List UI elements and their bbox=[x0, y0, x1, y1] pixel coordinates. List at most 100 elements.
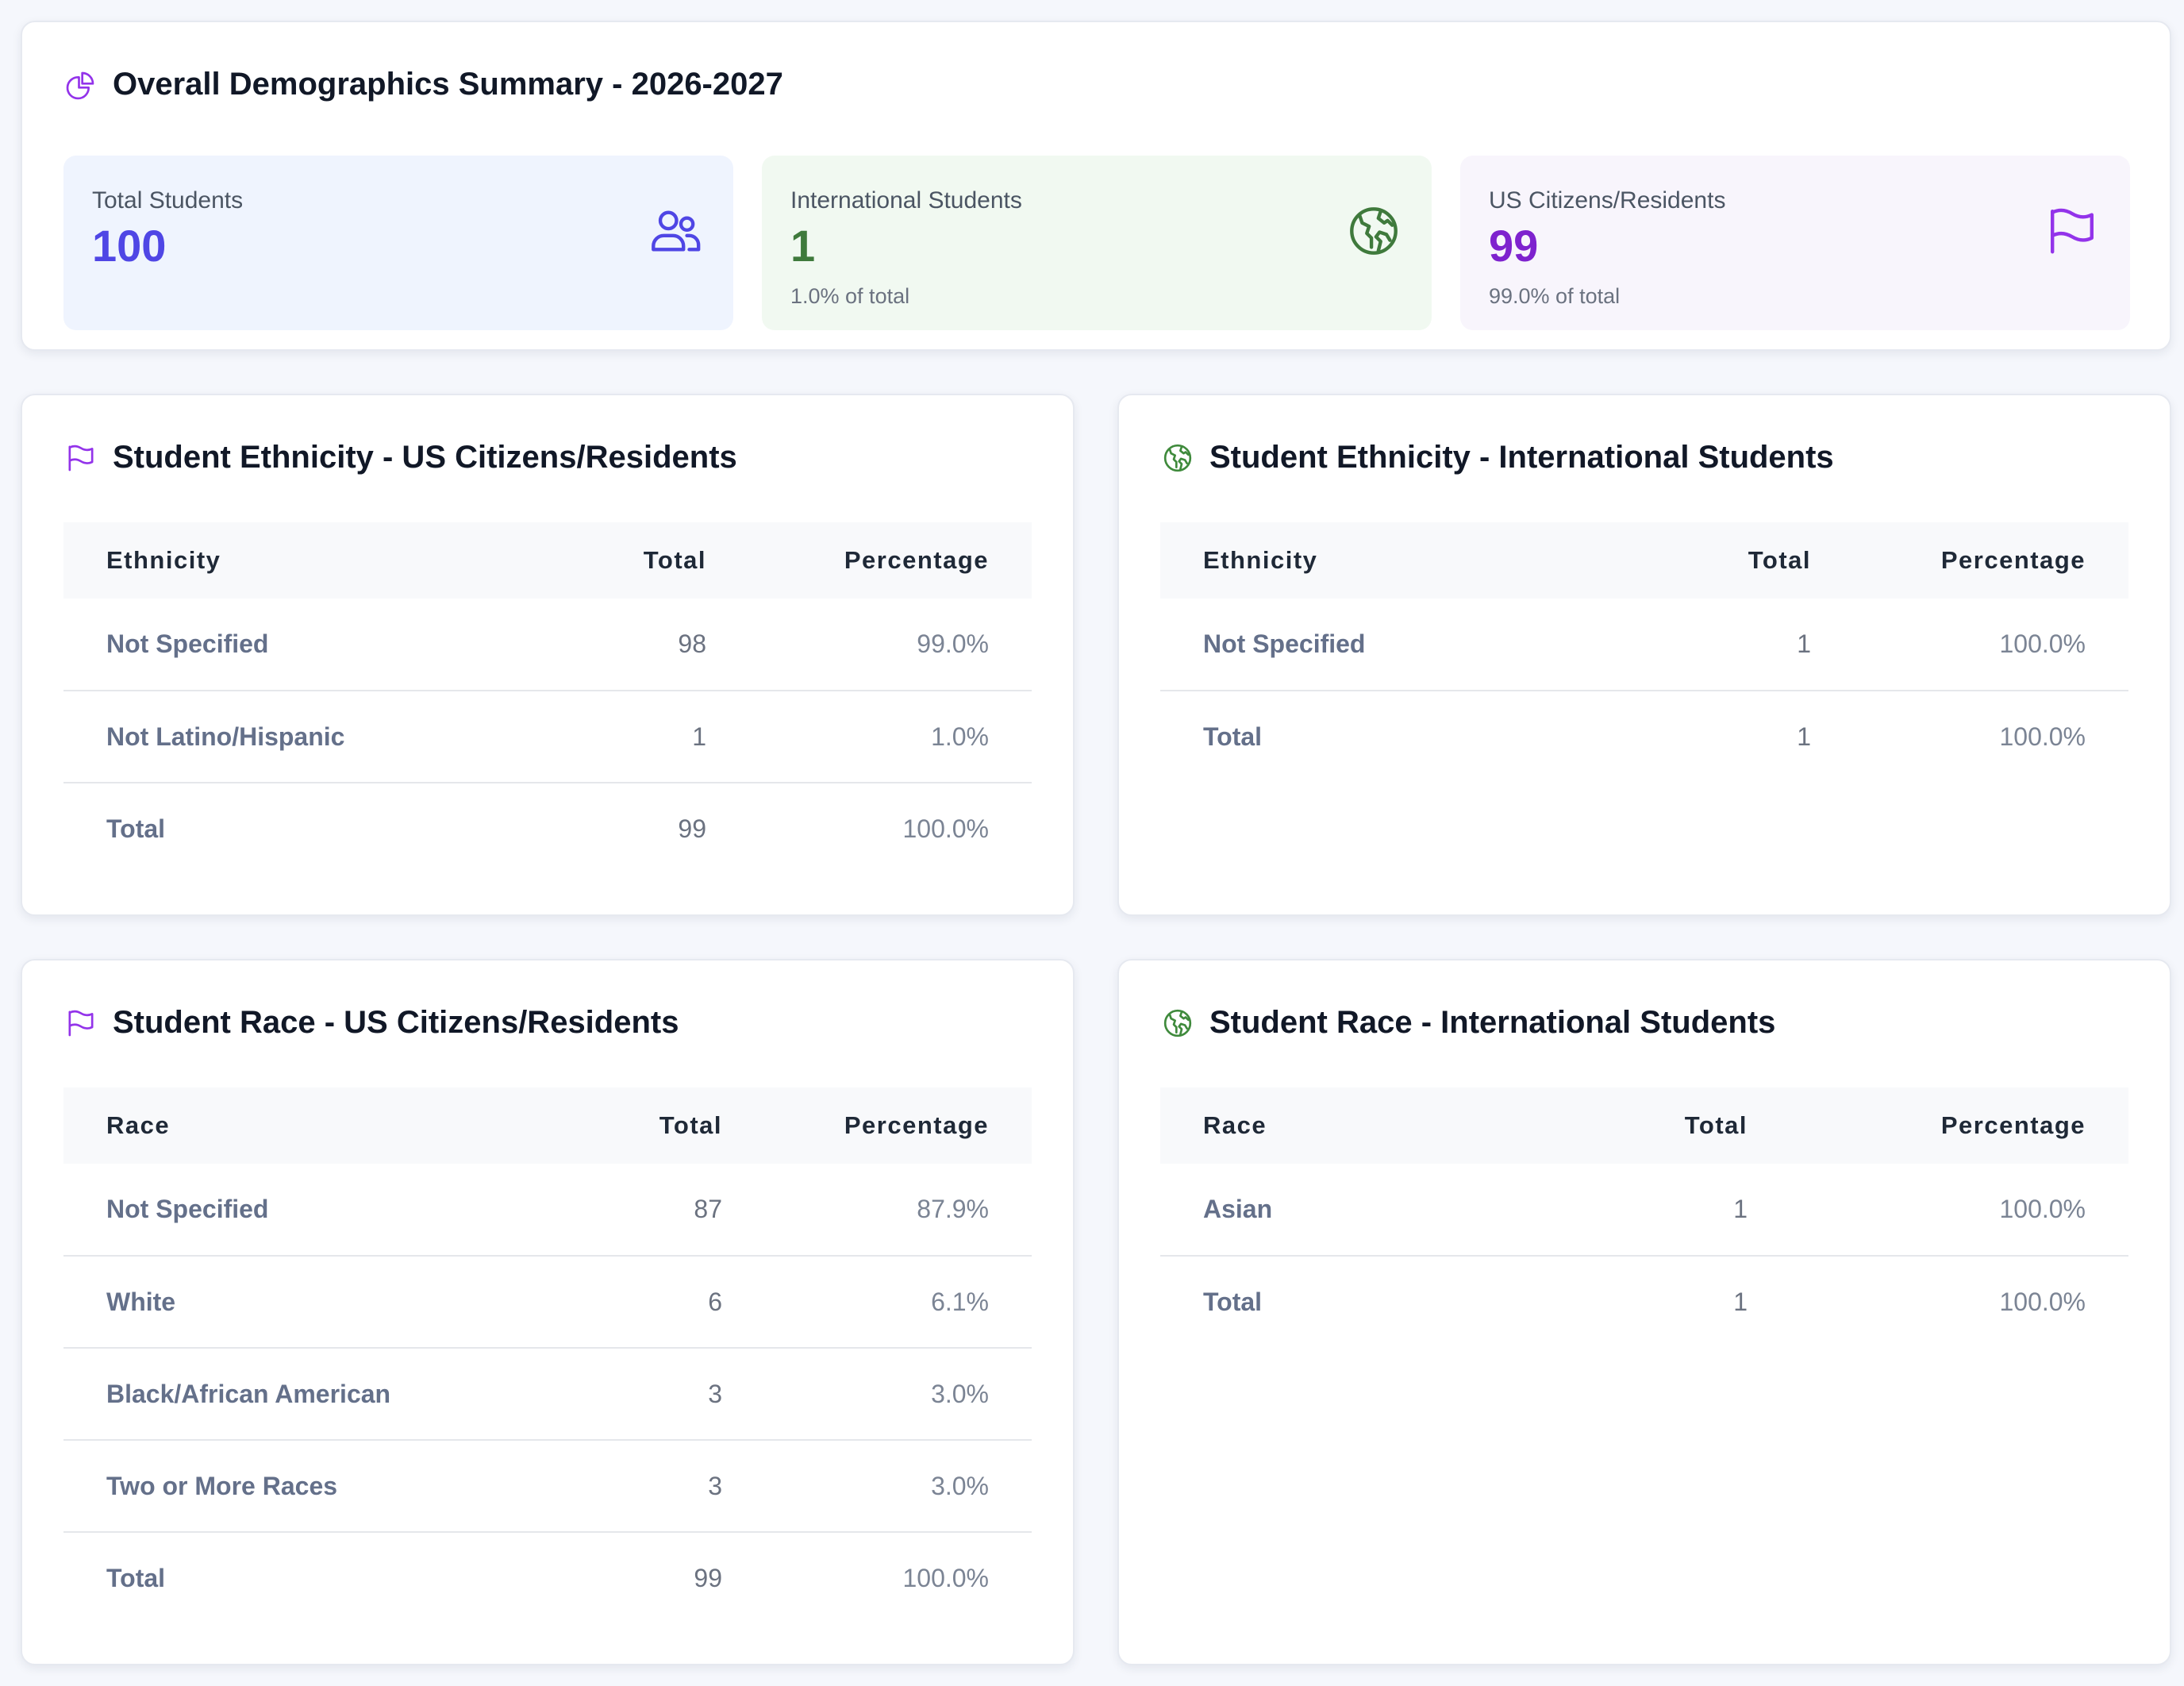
pie-chart-icon bbox=[65, 69, 97, 101]
stat-total-students: Total Students 100 bbox=[63, 156, 733, 330]
race-us-card: Student Race - US Citizens/Residents Rac… bbox=[21, 959, 1075, 1665]
col-header: Percentage bbox=[1940, 546, 2086, 574]
row-total: 6 bbox=[556, 1256, 722, 1349]
row-label: Not Specified bbox=[1160, 599, 1716, 691]
ethnicity-intl-table: Ethnicity Total Percentage Not Specified… bbox=[1160, 522, 2128, 783]
row-label: White bbox=[63, 1256, 556, 1349]
ethnicity-us-title: Student Ethnicity - US Citizens/Resident… bbox=[65, 440, 737, 475]
race-us-table: Race Total Percentage Not Specified 87 8… bbox=[63, 1087, 1032, 1624]
stat-international-value: 1 bbox=[790, 221, 816, 271]
col-header: Total bbox=[659, 1111, 722, 1139]
globe-icon bbox=[1346, 203, 1402, 259]
table-row: Not Specified 1 100.0% bbox=[1160, 599, 2128, 691]
row-label: Not Specified bbox=[63, 599, 540, 691]
row-total: 1 bbox=[1733, 1288, 1748, 1316]
ethnicity-us-card: Student Ethnicity - US Citizens/Resident… bbox=[21, 394, 1075, 916]
row-label: Total bbox=[106, 814, 166, 843]
row-total: 87 bbox=[556, 1164, 722, 1257]
stat-international-students: International Students 1 1.0% of total bbox=[762, 156, 1432, 330]
col-header: Ethnicity bbox=[106, 546, 221, 574]
row-total: 3 bbox=[556, 1440, 722, 1533]
users-icon bbox=[648, 203, 703, 259]
row-percentage: 100.0% bbox=[1999, 1288, 2086, 1316]
row-percentage: 1.0% bbox=[706, 691, 1032, 783]
table-header-row: Ethnicity Total Percentage bbox=[1160, 522, 2128, 599]
row-total: 1 bbox=[540, 691, 706, 783]
row-percentage: 100.0% bbox=[902, 814, 989, 843]
table-row-total: Total 1 100.0% bbox=[1160, 1256, 2128, 1348]
table-row: Not Latino/Hispanic 1 1.0% bbox=[63, 691, 1032, 783]
stat-international-label: International Students bbox=[790, 187, 1022, 214]
table-row-total: Total 99 100.0% bbox=[63, 1532, 1032, 1624]
row-label: Not Latino/Hispanic bbox=[63, 691, 540, 783]
globe-icon bbox=[1162, 442, 1194, 474]
ethnicity-us-table: Ethnicity Total Percentage Not Specified… bbox=[63, 522, 1032, 875]
row-percentage: 3.0% bbox=[722, 1348, 1032, 1441]
table-row: Black/African American 3 3.0% bbox=[63, 1348, 1032, 1441]
race-intl-card: Student Race - International Students Ra… bbox=[1117, 959, 2171, 1665]
race-us-title: Student Race - US Citizens/Residents bbox=[65, 1005, 679, 1041]
stat-total-value: 100 bbox=[92, 221, 167, 271]
race-intl-title-text: Student Race - International Students bbox=[1209, 1005, 1776, 1040]
row-total: 99 bbox=[678, 814, 706, 843]
stat-us-sub: 99.0% of total bbox=[1489, 284, 1621, 308]
col-header: Percentage bbox=[1940, 1111, 2086, 1139]
col-header: Total bbox=[1748, 546, 1811, 574]
col-header: Total bbox=[1684, 1111, 1748, 1139]
table-header-row: Ethnicity Total Percentage bbox=[63, 522, 1032, 599]
row-label: Two or More Races bbox=[63, 1440, 556, 1533]
row-total: 1 bbox=[1652, 1164, 1748, 1257]
stat-total-label: Total Students bbox=[92, 187, 244, 214]
row-percentage: 100.0% bbox=[1999, 722, 2086, 751]
race-us-title-text: Student Race - US Citizens/Residents bbox=[113, 1005, 679, 1040]
row-percentage: 87.9% bbox=[722, 1164, 1032, 1257]
row-percentage: 100.0% bbox=[1811, 599, 2128, 691]
row-label: Not Specified bbox=[63, 1164, 556, 1257]
flag-icon bbox=[65, 442, 97, 474]
row-label: Asian bbox=[1160, 1164, 1652, 1257]
flag-icon bbox=[65, 1007, 97, 1039]
col-header: Ethnicity bbox=[1203, 546, 1318, 574]
row-label: Total bbox=[1203, 722, 1263, 751]
row-percentage: 3.0% bbox=[722, 1440, 1032, 1533]
row-total: 3 bbox=[556, 1348, 722, 1441]
ethnicity-intl-card: Student Ethnicity - International Studen… bbox=[1117, 394, 2171, 916]
table-header-row: Race Total Percentage bbox=[1160, 1087, 2128, 1164]
table-row-total: Total 99 100.0% bbox=[63, 783, 1032, 875]
col-header: Race bbox=[1203, 1111, 1267, 1139]
ethnicity-us-title-text: Student Ethnicity - US Citizens/Resident… bbox=[113, 440, 737, 475]
row-label: Total bbox=[106, 1564, 166, 1592]
row-label: Total bbox=[1203, 1288, 1263, 1316]
table-row: Not Specified 87 87.9% bbox=[63, 1164, 1032, 1257]
row-percentage: 6.1% bbox=[722, 1256, 1032, 1349]
row-label: Black/African American bbox=[63, 1348, 556, 1441]
row-percentage: 100.0% bbox=[902, 1564, 989, 1592]
row-total: 1 bbox=[1797, 722, 1811, 751]
globe-icon bbox=[1162, 1007, 1194, 1039]
table-row: White 6 6.1% bbox=[63, 1256, 1032, 1349]
summary-title: Overall Demographics Summary - 2026-2027 bbox=[65, 67, 783, 102]
ethnicity-intl-title: Student Ethnicity - International Studen… bbox=[1162, 440, 1834, 475]
ethnicity-intl-title-text: Student Ethnicity - International Studen… bbox=[1209, 440, 1834, 475]
stat-us-citizens: US Citizens/Residents 99 99.0% of total bbox=[1460, 156, 2130, 330]
table-row: Two or More Races 3 3.0% bbox=[63, 1440, 1032, 1533]
summary-card: Overall Demographics Summary - 2026-2027… bbox=[21, 21, 2171, 351]
table-row: Not Specified 98 99.0% bbox=[63, 599, 1032, 691]
col-header: Total bbox=[643, 546, 706, 574]
race-intl-table: Race Total Percentage Asian 1 100.0% Tot… bbox=[1160, 1087, 2128, 1348]
flag-icon bbox=[2044, 203, 2100, 259]
row-percentage: 100.0% bbox=[1748, 1164, 2128, 1257]
col-header: Percentage bbox=[844, 1111, 989, 1139]
row-total: 98 bbox=[540, 599, 706, 691]
row-total: 1 bbox=[1716, 599, 1811, 691]
table-row-total: Total 1 100.0% bbox=[1160, 691, 2128, 783]
row-percentage: 99.0% bbox=[706, 599, 1032, 691]
table-header-row: Race Total Percentage bbox=[63, 1087, 1032, 1164]
summary-title-text: Overall Demographics Summary - 2026-2027 bbox=[113, 67, 783, 102]
row-total: 99 bbox=[694, 1564, 722, 1592]
stat-international-sub: 1.0% of total bbox=[790, 284, 910, 308]
race-intl-title: Student Race - International Students bbox=[1162, 1005, 1775, 1041]
stat-us-label: US Citizens/Residents bbox=[1489, 187, 1726, 214]
table-row: Asian 1 100.0% bbox=[1160, 1164, 2128, 1257]
col-header: Race bbox=[106, 1111, 171, 1139]
